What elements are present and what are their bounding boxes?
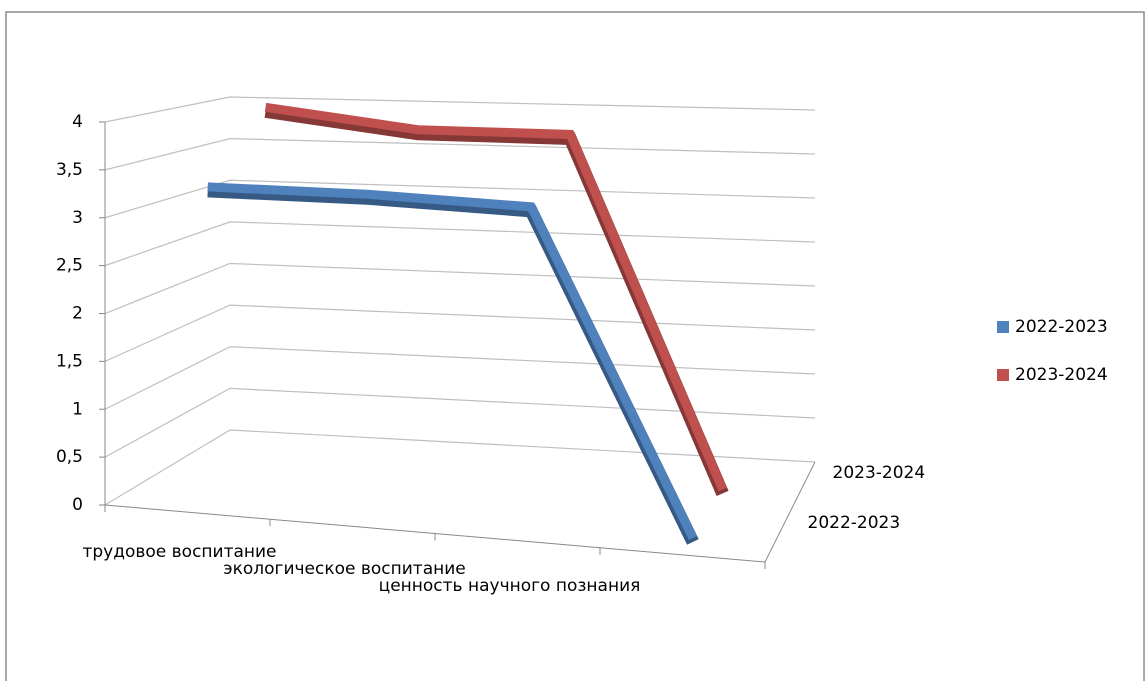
grid-line: [104, 387, 816, 458]
y-tick-label: 1: [72, 399, 83, 419]
y-tick-label: 1,5: [56, 351, 83, 371]
grid-line: [104, 138, 816, 171]
legend-swatch: [997, 369, 1009, 381]
y-tick-label: 3: [72, 208, 83, 228]
y-tick-label: 0: [72, 495, 83, 515]
grid-line: [104, 179, 816, 219]
series-line: [264, 102, 727, 492]
grid-line: [104, 429, 816, 506]
depth-label: 2023-2024: [833, 463, 926, 483]
y-tick-label: 0,5: [56, 447, 83, 467]
y-tick-label: 2,5: [56, 256, 83, 276]
y-tick-label: 2: [72, 304, 83, 324]
grid-line: [104, 346, 816, 410]
chart-border: [5, 11, 1145, 681]
y-tick-label: 4: [72, 112, 83, 132]
legend-label: 2023-2024: [1015, 365, 1108, 385]
x-tick-label: трудовое воспитание: [82, 542, 276, 562]
x-tick-label: экологическое воспитание: [223, 559, 466, 579]
depth-axis: [764, 461, 816, 563]
legend-swatch: [997, 321, 1009, 333]
y-tick-label: 3,5: [56, 160, 83, 180]
grid-line: [104, 96, 816, 123]
x-tick-label: ценность научного познания: [379, 576, 641, 596]
depth-label: 2022-2023: [808, 513, 901, 533]
series-line: [207, 182, 697, 540]
grid-line: [104, 304, 816, 362]
legend-label: 2022-2023: [1015, 317, 1108, 337]
grid-line: [104, 221, 816, 267]
grid-line: [104, 262, 816, 315]
